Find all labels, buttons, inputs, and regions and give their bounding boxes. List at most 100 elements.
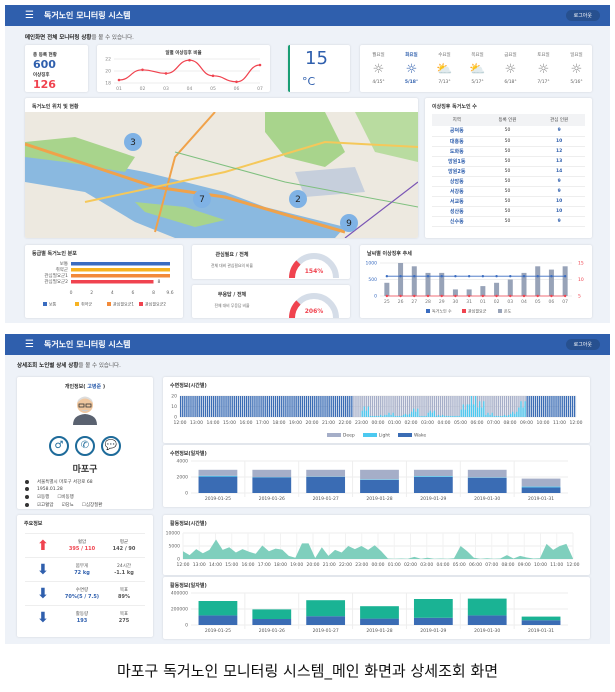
light-bar <box>505 415 508 417</box>
bar <box>71 262 170 266</box>
deep-bar <box>353 396 355 417</box>
checkbox-option[interactable]: ☐비동행 <box>57 494 74 500</box>
data-point <box>563 275 567 278</box>
day-label: 월요일 <box>372 53 385 58</box>
weather-day: 수요일 ⛅ 7/13° <box>428 52 461 85</box>
reference-value: 89% <box>118 593 130 600</box>
metric-label: 혈압 <box>77 539 87 545</box>
category-label: 취약군 <box>56 266 68 273</box>
legend-swatch <box>75 302 79 306</box>
attention-cell: 9 <box>533 176 585 187</box>
location-marker[interactable]: 3 <box>124 133 142 151</box>
wake-bar <box>326 396 328 417</box>
x-tick-label: 00:00 <box>372 420 385 426</box>
bar <box>480 286 486 296</box>
light-bar <box>369 415 372 417</box>
checkbox-option[interactable]: ☑고혈압 <box>37 502 54 508</box>
wake-bar <box>188 396 190 417</box>
x-tick-label: 17:00 <box>258 562 271 568</box>
deep-bar <box>371 396 374 417</box>
bar-segment <box>413 476 453 477</box>
wake-bar <box>268 396 271 417</box>
x-tick-label: 2 <box>90 290 93 296</box>
wake-bar <box>270 396 273 417</box>
deep-bar <box>396 396 398 417</box>
marker-count: 9 <box>346 219 352 229</box>
light-bar <box>458 415 460 417</box>
region-cell: 서교동 <box>432 196 482 207</box>
district-map[interactable]: 3 7 2 9 <box>25 112 418 238</box>
x-tick-label: 02:00 <box>404 562 417 568</box>
light-bar <box>520 401 522 417</box>
registered-cell: 50 <box>481 146 534 157</box>
hamburger-icon[interactable]: ☰ <box>25 10 34 21</box>
light-bar <box>365 410 367 417</box>
x-tick-label: 05:00 <box>454 420 467 426</box>
x-tick-label: 09:00 <box>520 420 533 426</box>
table-title: 이상징후 독거노인 수 <box>432 104 477 110</box>
checkbox-option[interactable]: ☑동행 <box>37 494 50 500</box>
deep-bar <box>394 396 396 417</box>
arrow-down-icon: ⬇ <box>37 561 49 578</box>
light-bar <box>392 412 394 417</box>
x-tick-label: 19:00 <box>290 562 303 568</box>
x-tick-label: 31 <box>466 299 472 305</box>
location-marker[interactable]: 7 <box>193 190 211 208</box>
wake-bar <box>196 396 198 417</box>
deep-bar <box>421 396 423 417</box>
x-tick-label: 30 <box>453 299 459 305</box>
wake-bar <box>237 396 240 417</box>
column-header: 지역 <box>432 114 482 126</box>
y-tick-label: 0 <box>174 415 177 421</box>
checkbox-option[interactable]: ☑당뇨 <box>61 502 74 508</box>
deep-bar <box>448 396 450 417</box>
phone-icon-button[interactable]: ✆ <box>75 435 95 456</box>
wake-bar <box>289 396 291 417</box>
wake-bar <box>274 396 277 417</box>
data-point <box>426 275 430 278</box>
y-tick-label: 5000 <box>169 544 181 550</box>
x-tick-label: 2019-01-30 <box>474 496 500 502</box>
location-marker[interactable]: 2 <box>289 190 307 208</box>
light-bar <box>429 410 431 417</box>
location-marker[interactable]: 9 <box>340 214 358 232</box>
checkbox-option[interactable]: ☐심장질환 <box>81 502 103 508</box>
x-tick-label: 22:00 <box>339 562 352 568</box>
light-bar <box>425 415 427 417</box>
table-row: 대흥동 50 10 <box>432 136 585 147</box>
bar-segment <box>521 486 561 488</box>
bar <box>398 263 404 296</box>
deep-bar <box>404 396 407 417</box>
x-tick-label: 07:00 <box>485 562 498 568</box>
chat-icon-button[interactable]: 💬 <box>101 435 121 456</box>
logout-button[interactable]: 로그아웃 <box>565 10 600 21</box>
bar-segment <box>521 478 561 487</box>
y-tick-label: 1000 <box>366 261 378 267</box>
deep-bar <box>505 396 508 417</box>
data-point <box>413 294 416 298</box>
y2-tick-label: 10 <box>578 277 584 283</box>
attention-cell: 9 <box>533 126 585 137</box>
gender-icon-button[interactable]: ♂ <box>49 435 69 456</box>
wake-bar <box>332 396 334 417</box>
x-tick-label: 9.6 <box>166 290 173 296</box>
light-bar <box>388 412 390 417</box>
x-tick-label: 17:00 <box>256 420 269 426</box>
logout-button[interactable]: 로그아웃 <box>565 339 600 350</box>
x-tick-label: 04:00 <box>438 420 451 426</box>
light-bar <box>382 415 384 417</box>
wake-bar <box>551 396 553 417</box>
y-tick-label: 0 <box>185 623 188 629</box>
x-tick-label: 04 <box>187 86 193 92</box>
light-bar <box>408 413 411 417</box>
light-bar <box>441 414 444 417</box>
hamburger-icon[interactable]: ☰ <box>25 339 34 350</box>
app-header: ☰ 독거노인 모니터링 시스템 로그아웃 <box>5 5 610 26</box>
wake-bar <box>258 396 260 417</box>
x-tick-label: 8 <box>152 290 155 296</box>
day-label: 일요일 <box>570 53 583 58</box>
wake-bar <box>239 396 242 417</box>
wake-bar <box>347 396 349 417</box>
metric-value: 395 / 110 <box>68 545 96 552</box>
table-row: 서교동 50 10 <box>432 196 585 207</box>
